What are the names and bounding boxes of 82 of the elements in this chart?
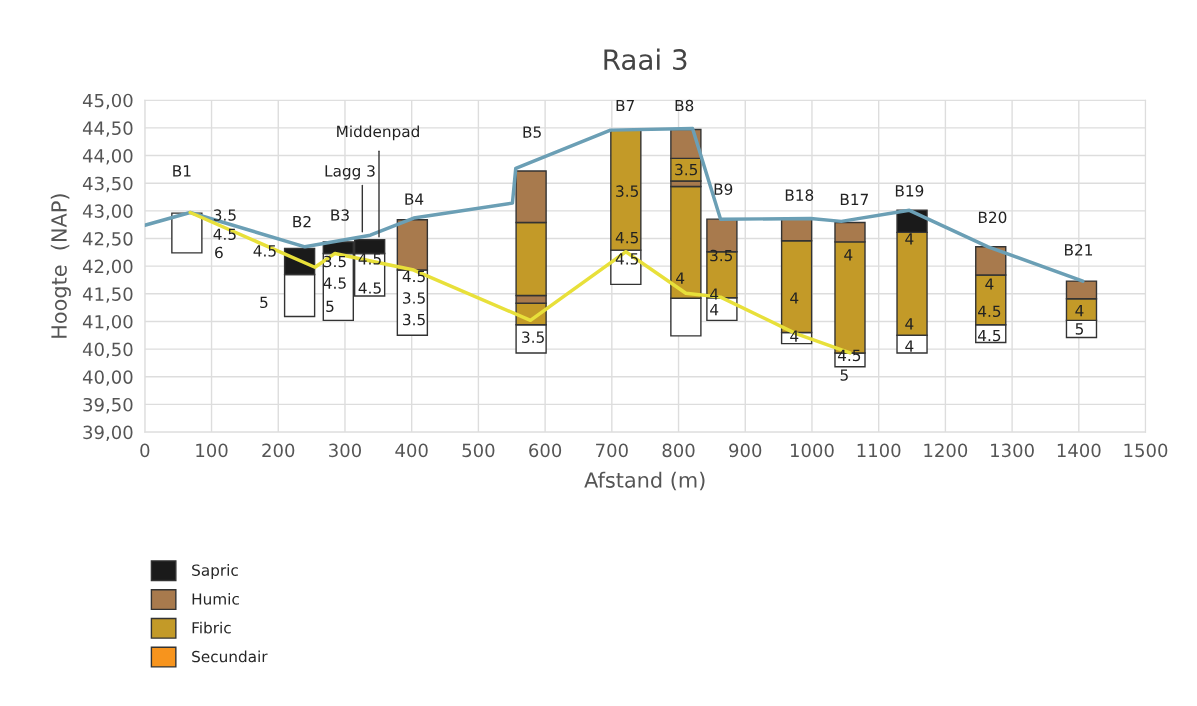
x-tick-label: 100 xyxy=(196,443,228,458)
annotation: B17 xyxy=(840,193,868,206)
annotation: 3.5 xyxy=(522,331,544,343)
annotation: 4 xyxy=(985,278,994,290)
y-tick-label: 41,00 xyxy=(82,314,133,331)
x-tick-label: 1000 xyxy=(790,443,834,458)
x-tick-label: 1200 xyxy=(924,443,968,458)
y-tick-label: 42,00 xyxy=(82,259,133,276)
annotation: B19 xyxy=(895,185,924,197)
x-tick-label: 200 xyxy=(262,443,295,458)
x-tick-label: 900 xyxy=(729,443,762,458)
annotation: 3.5 xyxy=(323,255,346,268)
annotation: 3.5 xyxy=(403,292,425,304)
x-tick-label: 0 xyxy=(140,443,150,458)
y-tick-label: 42,50 xyxy=(82,231,133,248)
legend-label: Fibric xyxy=(192,621,231,634)
annotation: B21 xyxy=(1065,244,1093,256)
annotation: 4 xyxy=(710,288,719,300)
y-tick-label: 40,00 xyxy=(82,370,133,386)
annotation: 4.5 xyxy=(615,232,638,244)
annotation: 5 xyxy=(1075,323,1084,335)
annotation: 4.5 xyxy=(978,329,1001,342)
x-tick-label: 1300 xyxy=(991,443,1034,458)
annotation: B7 xyxy=(616,99,634,112)
y-tick-label: 40,50 xyxy=(82,342,133,359)
y-axis-title: Hoogte (NAP) xyxy=(50,194,71,338)
x-tick-label: 800 xyxy=(662,443,695,458)
x-tick-label: 1500 xyxy=(1124,443,1168,458)
annotation: 4 xyxy=(844,249,853,261)
legend-label: Sapric xyxy=(192,564,238,579)
annotation: 4.5 xyxy=(402,270,425,283)
x-tick-label: 1400 xyxy=(1057,443,1101,458)
annotation: B5 xyxy=(523,126,541,138)
annotation: 3.5 xyxy=(403,313,425,326)
x-tick-label: 700 xyxy=(596,443,628,458)
y-tick-label: 43,50 xyxy=(82,176,133,193)
annotation: 4.5 xyxy=(358,282,381,294)
legend-label: Secundair xyxy=(192,650,268,663)
annotation: 4 xyxy=(790,292,799,304)
x-tick-label: 300 xyxy=(329,443,362,458)
annotation: 3.5 xyxy=(616,185,638,197)
annotation: 4.5 xyxy=(978,305,1001,318)
annotation: B18 xyxy=(785,189,814,201)
annotation: B4 xyxy=(405,193,424,205)
y-tick-label: 43,00 xyxy=(82,204,133,220)
annotation: 4 xyxy=(905,318,914,330)
bar xyxy=(171,212,203,254)
annotation: Middenpad xyxy=(337,125,419,141)
y-tick-label: 45,00 xyxy=(82,93,133,110)
chart-title: Raai 3 xyxy=(604,48,687,71)
annotation: 4 xyxy=(676,272,685,284)
annotation: 5 xyxy=(326,300,334,313)
annotation: B2 xyxy=(293,215,311,228)
annotation: 4 xyxy=(710,304,719,316)
y-tick-label: 44,00 xyxy=(82,149,133,165)
annotation: 4.5 xyxy=(213,228,236,241)
annotation: 6 xyxy=(215,246,223,259)
legend-label: Humic xyxy=(192,592,239,605)
annotation: 5 xyxy=(840,369,848,381)
annotation: B1 xyxy=(173,165,191,177)
annotation: B8 xyxy=(675,99,694,112)
y-tick-label: 44,50 xyxy=(82,121,133,137)
y-tick-label: 39,50 xyxy=(83,397,133,414)
annotation: 4 xyxy=(1075,305,1084,317)
y-tick-label: 39,00 xyxy=(83,425,133,442)
x-tick-label: 1100 xyxy=(857,443,901,458)
annotation: B20 xyxy=(978,211,1007,224)
annotation: Lagg 3 xyxy=(325,165,375,180)
annotation: B9 xyxy=(714,183,733,195)
annotation: 4 xyxy=(905,233,914,245)
annotation: 4 xyxy=(905,340,914,352)
x-tick-label: 400 xyxy=(395,443,428,458)
annotation: 5 xyxy=(260,296,268,309)
x-axis-title: Afstand (m) xyxy=(584,471,705,491)
x-tick-label: 500 xyxy=(462,443,495,458)
annotation: 4.5 xyxy=(253,245,276,257)
y-tick-label: 41,50 xyxy=(82,287,133,303)
x-tick-label: 600 xyxy=(529,443,562,458)
annotation: B3 xyxy=(331,209,349,221)
annotation: 3.5 xyxy=(213,209,236,221)
annotation: 3.5 xyxy=(675,163,698,176)
annotation: 3.5 xyxy=(710,249,733,262)
